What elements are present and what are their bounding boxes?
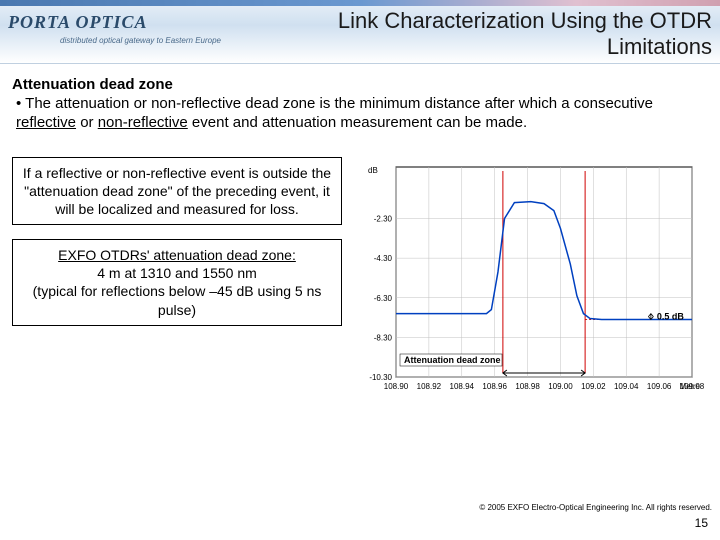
svg-text:108.90: 108.90 (384, 382, 409, 391)
svg-text:-10.30: -10.30 (369, 373, 392, 382)
svg-text:0.5 dB: 0.5 dB (657, 311, 685, 321)
bullet-marker: • (16, 95, 25, 112)
info-box-2: EXFO OTDRs' attenuation dead zone: 4 m a… (12, 239, 342, 326)
svg-text:Attenuation dead zone: Attenuation dead zone (404, 355, 501, 365)
otdr-chart: -2.30 -4.30 -6.30 -8.30 -10.30108.90 108.92 10… (354, 157, 704, 407)
content-subheading: Attenuation dead zone (12, 76, 704, 93)
svg-text:Metre: Metre (680, 382, 701, 391)
title-line-2: Limitations (607, 34, 712, 59)
info-box-1: If a reflective or non-reflective event … (12, 157, 342, 226)
slide-header: PORTA OPTICA distributed optical gateway… (0, 0, 720, 64)
logo-tagline: distributed optical gateway to Eastern E… (60, 36, 221, 45)
copyright-text: © 2005 EXFO Electro-Optical Engineering … (479, 503, 712, 512)
bullet-underline-1: reflective (16, 114, 76, 131)
svg-text:108.96: 108.96 (482, 382, 507, 391)
content-bullet: • The attenuation or non-reflective dead… (12, 95, 704, 133)
bullet-text-1: The attenuation or non-reflective dead z… (25, 95, 653, 112)
info-box-2-title: EXFO OTDRs' attenuation dead zone: (58, 247, 296, 263)
bullet-text-2: or (76, 114, 98, 131)
bullet-text-3: event and attenuation measurement can be… (188, 114, 527, 131)
chart-svg: -2.30 -4.30 -6.30 -8.30 -10.30108.90 108.92 10… (354, 157, 704, 407)
title-line-1: Link Characterization Using the OTDR (338, 8, 712, 33)
svg-text:-2.30: -2.30 (374, 214, 393, 223)
slide-title: Link Characterization Using the OTDR Lim… (338, 8, 712, 60)
text-boxes-column: If a reflective or non-reflective event … (12, 157, 342, 326)
svg-text:109.00: 109.00 (548, 382, 573, 391)
header-stripe (0, 0, 720, 6)
svg-text:-8.30: -8.30 (374, 333, 393, 342)
svg-text:109.02: 109.02 (581, 382, 606, 391)
svg-text:-4.30: -4.30 (374, 254, 393, 263)
svg-text:108.94: 108.94 (450, 382, 475, 391)
info-box-2-line1: 4 m at 1310 and 1550 nm (97, 265, 257, 281)
logo-main: PORTA OPTICA (8, 12, 148, 33)
info-box-2-line2: (typical for reflections below –45 dB us… (33, 283, 322, 317)
svg-text:dB: dB (368, 166, 378, 175)
svg-text:109.06: 109.06 (647, 382, 672, 391)
bullet-underline-2: non-reflective (98, 114, 188, 131)
page-number: 15 (695, 516, 708, 530)
svg-text:109.04: 109.04 (614, 382, 639, 391)
figure-row: If a reflective or non-reflective event … (12, 157, 704, 407)
svg-text:-6.30: -6.30 (374, 293, 393, 302)
slide-content: Attenuation dead zone • The attenuation … (0, 64, 720, 407)
svg-text:108.98: 108.98 (515, 382, 540, 391)
svg-text:108.92: 108.92 (417, 382, 442, 391)
